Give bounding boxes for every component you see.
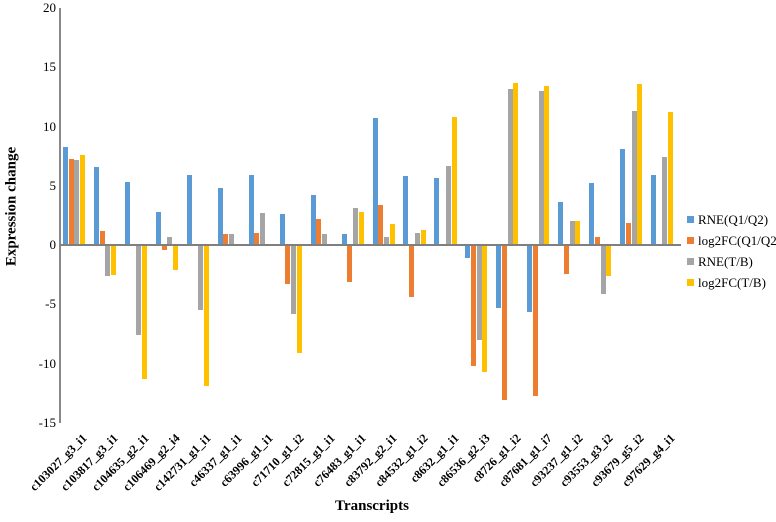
bar xyxy=(347,245,353,282)
y-tick-label: 15 xyxy=(43,59,56,75)
bar xyxy=(223,234,229,246)
bar xyxy=(594,236,600,246)
bar xyxy=(651,175,657,246)
bar xyxy=(136,245,142,336)
bar xyxy=(465,245,471,259)
bar xyxy=(291,245,297,314)
legend-item: RNE(T/B) xyxy=(687,251,776,272)
bar xyxy=(631,111,637,246)
bar xyxy=(74,159,80,246)
legend-item: RNE(Q1/Q2) xyxy=(687,209,776,230)
bar xyxy=(527,245,533,312)
bar xyxy=(507,88,513,246)
bar xyxy=(476,245,482,340)
bar xyxy=(589,183,595,246)
bar xyxy=(563,245,569,274)
legend-label: log2FC(Q1/Q2) xyxy=(698,232,776,248)
y-tick-label: -10 xyxy=(38,355,56,371)
bar xyxy=(111,245,117,275)
bar xyxy=(496,245,502,308)
bar xyxy=(341,234,347,246)
bar xyxy=(637,83,643,246)
bar xyxy=(296,245,302,354)
y-axis-title: Expression change xyxy=(3,146,20,267)
y-axis-line xyxy=(59,8,61,423)
bar xyxy=(389,223,395,246)
legend-label: RNE(Q1/Q2) xyxy=(698,211,769,227)
bar xyxy=(167,236,173,246)
legend-swatch-icon xyxy=(687,237,694,244)
bar xyxy=(606,245,612,276)
bar xyxy=(502,245,507,401)
bar xyxy=(310,195,316,246)
y-tick-label: 5 xyxy=(49,177,57,193)
bar xyxy=(217,188,223,246)
bar xyxy=(285,245,291,285)
bar xyxy=(161,245,167,250)
bar xyxy=(378,204,384,246)
bar xyxy=(352,208,358,246)
bar xyxy=(383,236,389,246)
bar xyxy=(93,166,99,246)
bar xyxy=(358,211,364,246)
bar xyxy=(316,219,322,246)
bar xyxy=(248,175,254,246)
bar xyxy=(575,221,581,246)
legend-swatch-icon xyxy=(687,216,694,223)
bar xyxy=(668,112,674,246)
legend-swatch-icon xyxy=(687,279,694,286)
bar xyxy=(482,245,488,372)
y-tick-label: -5 xyxy=(45,296,56,312)
bar xyxy=(105,245,111,276)
legend-item: log2FC(Q1/Q2) xyxy=(687,230,776,251)
legend-label: log2FC(T/B) xyxy=(698,274,766,290)
x-axis-zero-line xyxy=(60,244,681,247)
bar xyxy=(409,245,415,298)
bar xyxy=(155,211,161,246)
bar xyxy=(544,86,550,246)
legend-label: RNE(T/B) xyxy=(698,253,753,269)
bar xyxy=(532,245,538,396)
bar xyxy=(198,245,204,311)
legend: RNE(Q1/Q2) log2FC(Q1/Q2) RNE(T/B) log2FC(T/… xyxy=(687,209,776,293)
bar xyxy=(625,222,631,246)
bar xyxy=(445,165,451,246)
bar xyxy=(229,234,235,246)
y-tick-label: 0 xyxy=(49,237,57,253)
bar xyxy=(414,233,420,246)
bar xyxy=(203,245,209,387)
bar xyxy=(513,82,519,246)
bar xyxy=(99,230,105,246)
legend-item: log2FC(T/B) xyxy=(687,272,776,293)
bar xyxy=(68,158,74,246)
bar xyxy=(186,175,192,246)
bar xyxy=(172,245,178,271)
bar xyxy=(538,91,544,246)
y-tick-label: 10 xyxy=(43,118,56,134)
bar xyxy=(558,202,564,246)
bar xyxy=(124,182,130,246)
bar xyxy=(142,245,147,380)
bar xyxy=(279,214,285,246)
x-axis-title: Transcripts xyxy=(335,498,409,514)
bar xyxy=(620,149,626,246)
bar xyxy=(451,117,457,246)
bar xyxy=(63,146,68,246)
bar xyxy=(322,234,327,246)
bar xyxy=(372,118,378,246)
bar xyxy=(403,176,409,246)
bar xyxy=(569,221,575,246)
bar xyxy=(434,177,440,246)
bar xyxy=(254,233,260,246)
bar xyxy=(420,229,426,246)
bar xyxy=(260,213,266,246)
y-tick-label: 20 xyxy=(43,0,56,15)
legend-swatch-icon xyxy=(687,258,694,265)
y-tick-label: -15 xyxy=(38,415,56,430)
bar xyxy=(662,157,668,246)
bar xyxy=(600,245,606,294)
bar xyxy=(471,245,477,367)
bar xyxy=(80,155,86,246)
